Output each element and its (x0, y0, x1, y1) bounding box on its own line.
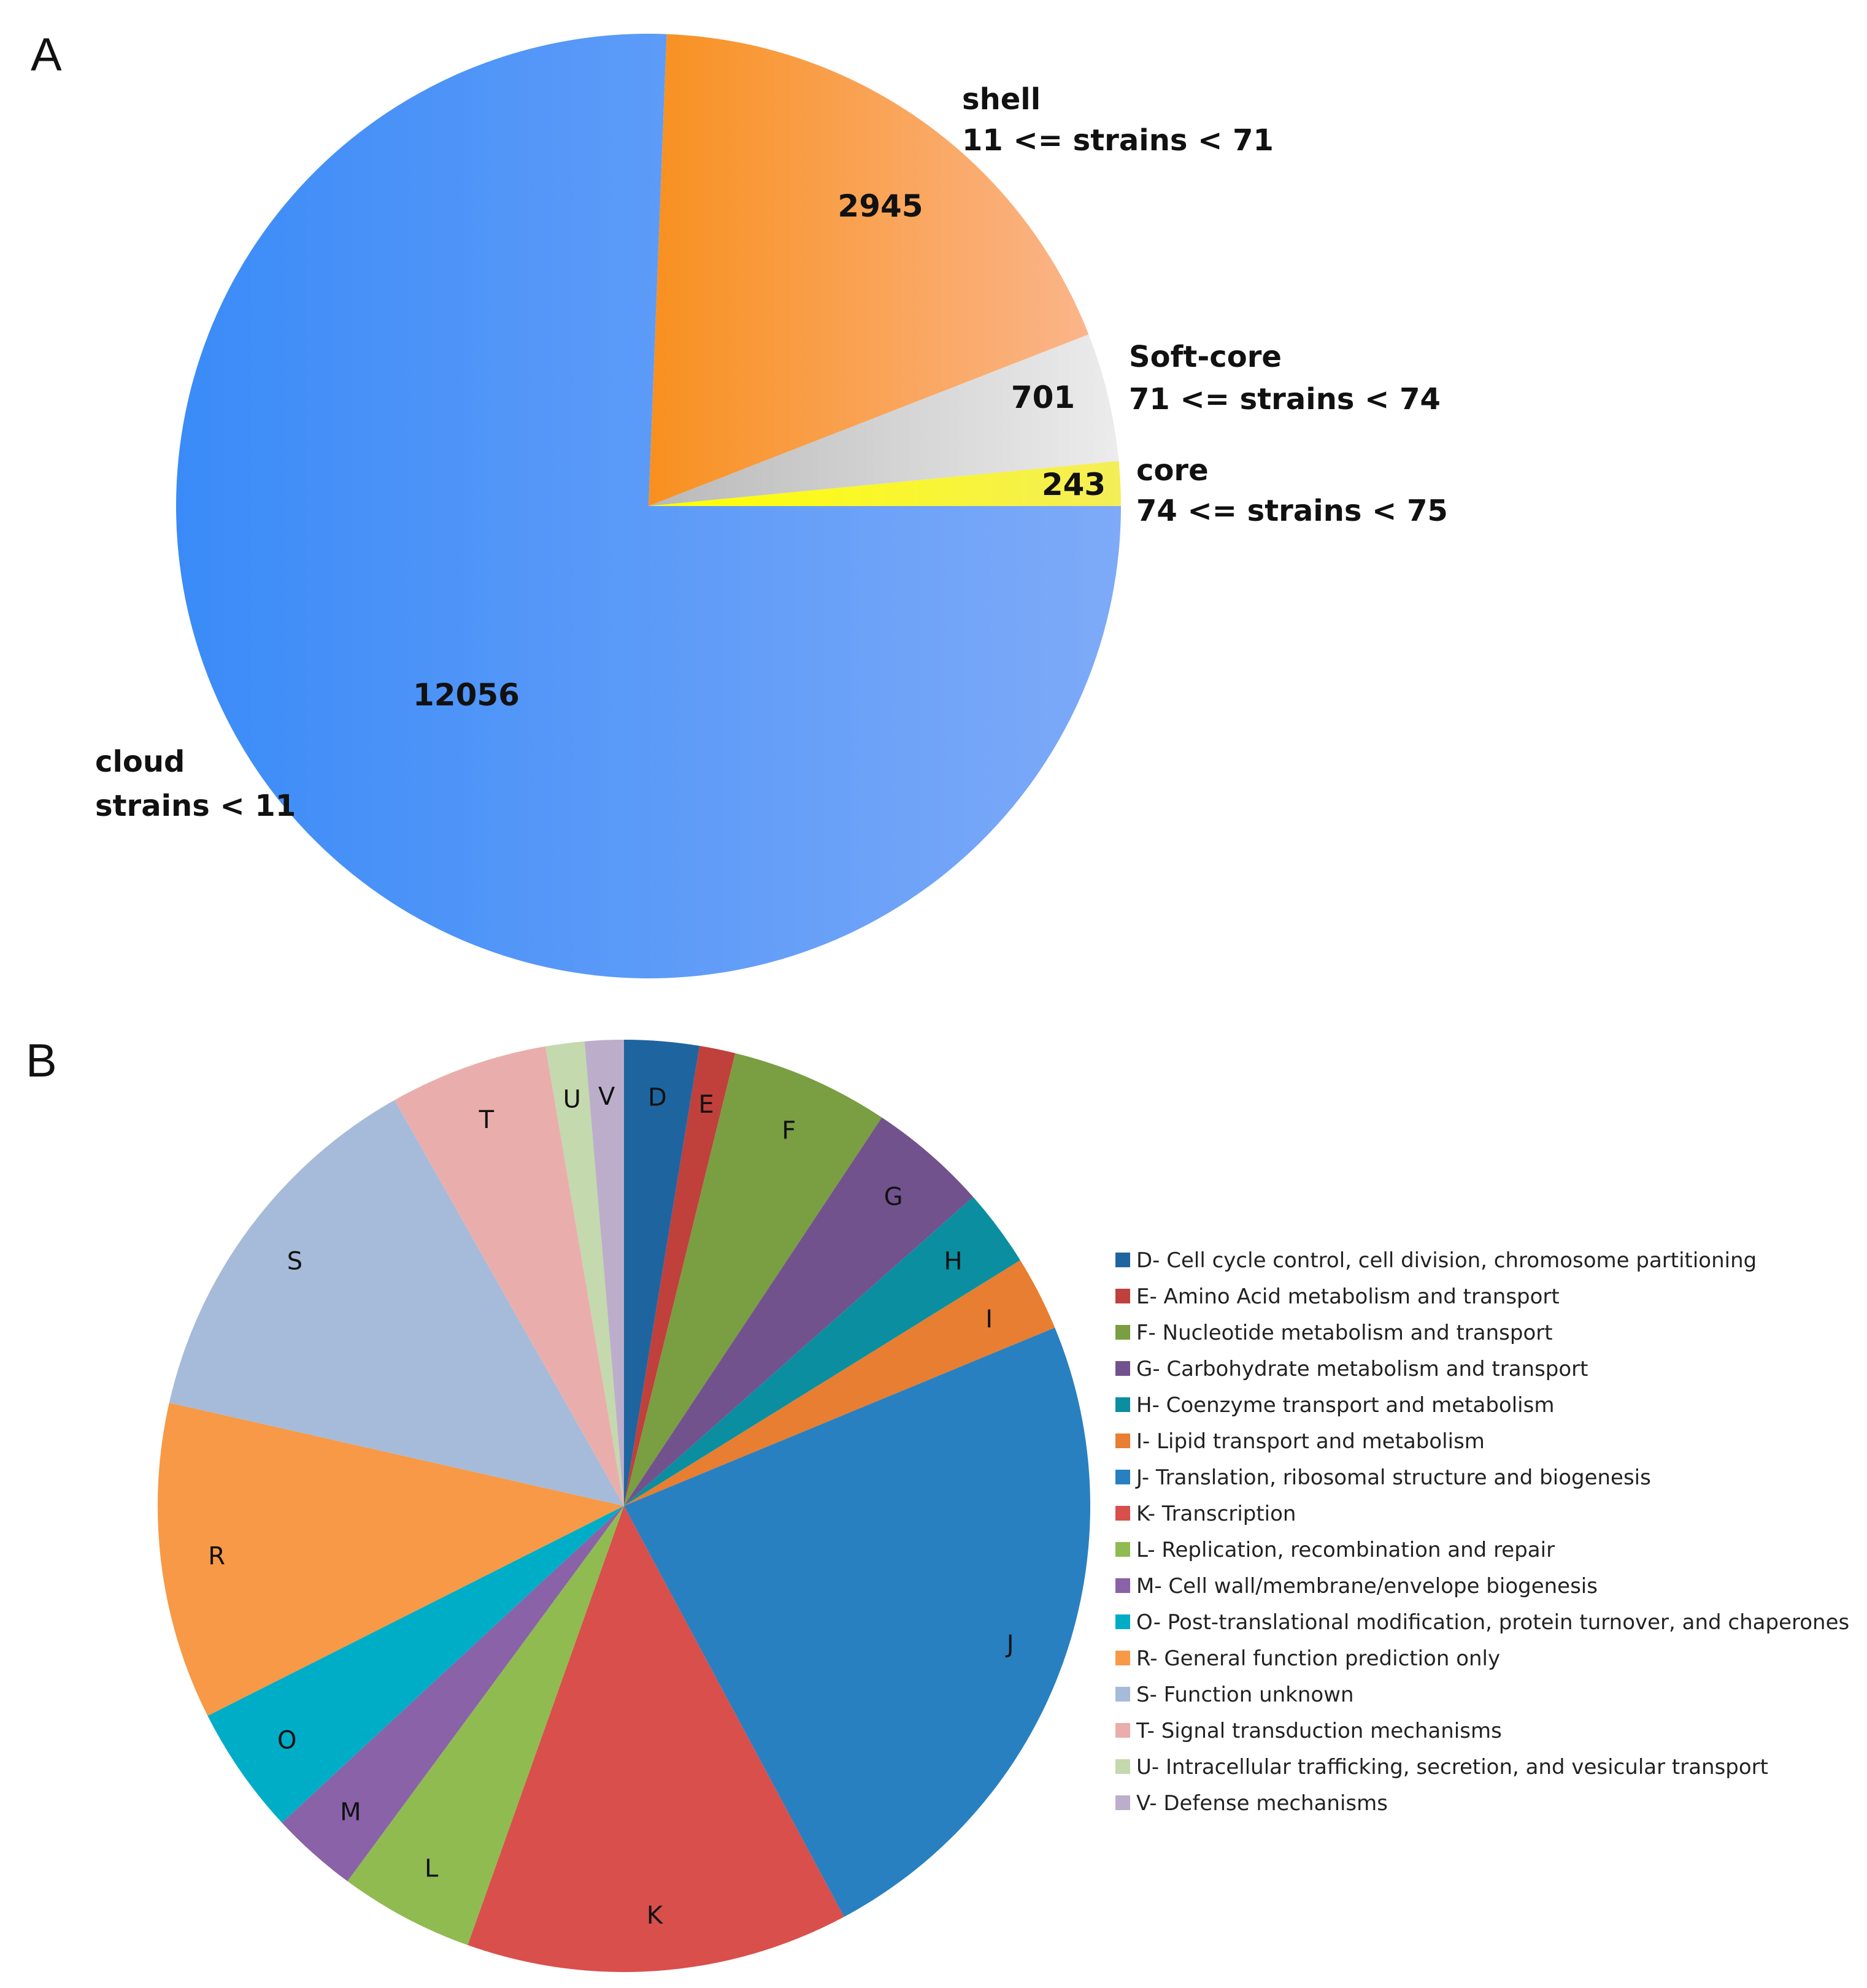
pie-slice-v (584, 1040, 624, 1506)
category-name-cloud: cloud (95, 745, 185, 779)
slice-label-d: D (648, 1083, 667, 1111)
legend-swatch-e (1115, 1289, 1130, 1303)
value-label-soft-core: 701 (1011, 380, 1075, 415)
legend-label-o: O- Post-translational modification, prot… (1136, 1610, 1849, 1635)
pie-slice-core (649, 461, 1121, 506)
slice-label-j: J (1005, 1630, 1014, 1659)
category-name-shell: shell (962, 82, 1041, 117)
pie-slice-shell (649, 34, 1089, 506)
pie-slice-g (624, 1117, 974, 1506)
panel-a-letter: A (31, 29, 62, 81)
pie-slice-cloud (175, 34, 1122, 979)
pie-slice-r (158, 1402, 624, 1716)
pie-slice-h (624, 1197, 1020, 1506)
category-name-core: core (1136, 453, 1209, 488)
slice-label-h: H (944, 1248, 963, 1276)
panel-b-letter: B (26, 1035, 57, 1087)
category-range-core: 74 <= strains < 75 (1136, 494, 1448, 528)
category-range-shell: 11 <= strains < 71 (962, 123, 1274, 158)
legend-label-e: E- Amino Acid metabolism and transport (1136, 1284, 1560, 1309)
legend-swatch-k (1115, 1506, 1130, 1521)
legend-swatch-r (1115, 1651, 1130, 1665)
slice-label-v: V (598, 1083, 615, 1111)
legend-swatch-v (1115, 1795, 1130, 1810)
slice-label-m: M (340, 1798, 361, 1827)
legend-swatch-u (1115, 1759, 1130, 1774)
pie-slice-f (624, 1053, 882, 1506)
slice-label-e: E (698, 1091, 714, 1119)
legend-label-i: I- Lipid transport and metabolism (1136, 1429, 1485, 1454)
value-label-cloud: 12056 (413, 677, 520, 713)
legend-label-g: G- Carbohydrate metabolism and transport (1136, 1357, 1588, 1381)
legend-label-r: R- General function prediction only (1136, 1646, 1500, 1671)
pie-slice-m (282, 1506, 624, 1881)
legend-label-h: H- Coenzyme transport and metabolism (1136, 1393, 1554, 1418)
pie-slice-l (347, 1506, 624, 1946)
legend-swatch-h (1115, 1397, 1130, 1412)
legend-label-t: T- Signal transduction mechanisms (1136, 1719, 1502, 1743)
legend-label-d: D- Cell cycle control, cell division, ch… (1136, 1248, 1757, 1273)
legend-swatch-t (1115, 1723, 1130, 1738)
pie-chart-a-labels: 12056 2945 701 243 cloud strains < 11 sh… (95, 82, 1448, 823)
pie-slice-i (624, 1260, 1055, 1506)
pie-slice-o (207, 1506, 624, 1823)
slice-label-s: S (287, 1248, 302, 1276)
pie-slice-s (169, 1100, 624, 1506)
slice-label-r: R (208, 1542, 225, 1570)
legend-label-u: U- Intracellular trafficking, secretion,… (1136, 1755, 1768, 1779)
slice-label-l: L (425, 1855, 439, 1883)
pie-slice-j (624, 1327, 1090, 1917)
legend-label-j: J- Translation, ribosomal structure and … (1135, 1465, 1651, 1490)
slice-label-o: O (277, 1727, 296, 1755)
slice-label-i: I (985, 1305, 993, 1334)
legend-label-m: M- Cell wall/membrane/envelope biogenesi… (1136, 1574, 1598, 1598)
legend-swatch-l (1115, 1542, 1130, 1557)
legend-label-k: K- Transcription (1136, 1502, 1296, 1526)
legend-label-l: L- Replication, recombination and repair (1136, 1538, 1555, 1562)
legend-swatch-s (1115, 1687, 1130, 1702)
pie-slice-t (395, 1046, 624, 1506)
pie-slice-d (624, 1040, 700, 1506)
pie-slice-k (468, 1506, 844, 1972)
pie-slice-e (624, 1046, 736, 1506)
slice-label-f: F (782, 1117, 796, 1145)
legend-swatch-d (1115, 1253, 1130, 1267)
pie-chart-a (175, 34, 1122, 979)
legend-swatch-m (1115, 1578, 1130, 1593)
value-label-shell: 2945 (837, 188, 923, 224)
legend-label-v: V- Defense mechanisms (1136, 1791, 1388, 1816)
legend-swatch-i (1115, 1433, 1130, 1448)
legend-swatch-o (1115, 1614, 1130, 1629)
slice-label-t: T (479, 1106, 495, 1134)
slice-label-g: G (884, 1183, 903, 1211)
category-range-cloud: strains < 11 (95, 789, 296, 823)
legend-label-s: S- Function unknown (1136, 1683, 1354, 1707)
legend-swatch-j (1115, 1470, 1130, 1484)
category-name-soft-core: Soft-core (1129, 340, 1282, 374)
slice-label-k: K (647, 1902, 664, 1930)
legend: D- Cell cycle control, cell division, ch… (1115, 1248, 1849, 1816)
legend-swatch-g (1115, 1361, 1130, 1376)
pie-chart-b: D E F G H I J K L M O R S T U V (158, 1040, 1090, 1972)
legend-swatch-f (1115, 1325, 1130, 1340)
category-range-soft-core: 71 <= strains < 74 (1129, 382, 1441, 416)
pie-slice-soft-core (649, 334, 1119, 506)
legend-label-f: F- Nucleotide metabolism and transport (1136, 1321, 1553, 1345)
slice-label-u: U (563, 1086, 581, 1114)
value-label-core: 243 (1042, 467, 1106, 502)
pie-slice-u (545, 1041, 624, 1506)
